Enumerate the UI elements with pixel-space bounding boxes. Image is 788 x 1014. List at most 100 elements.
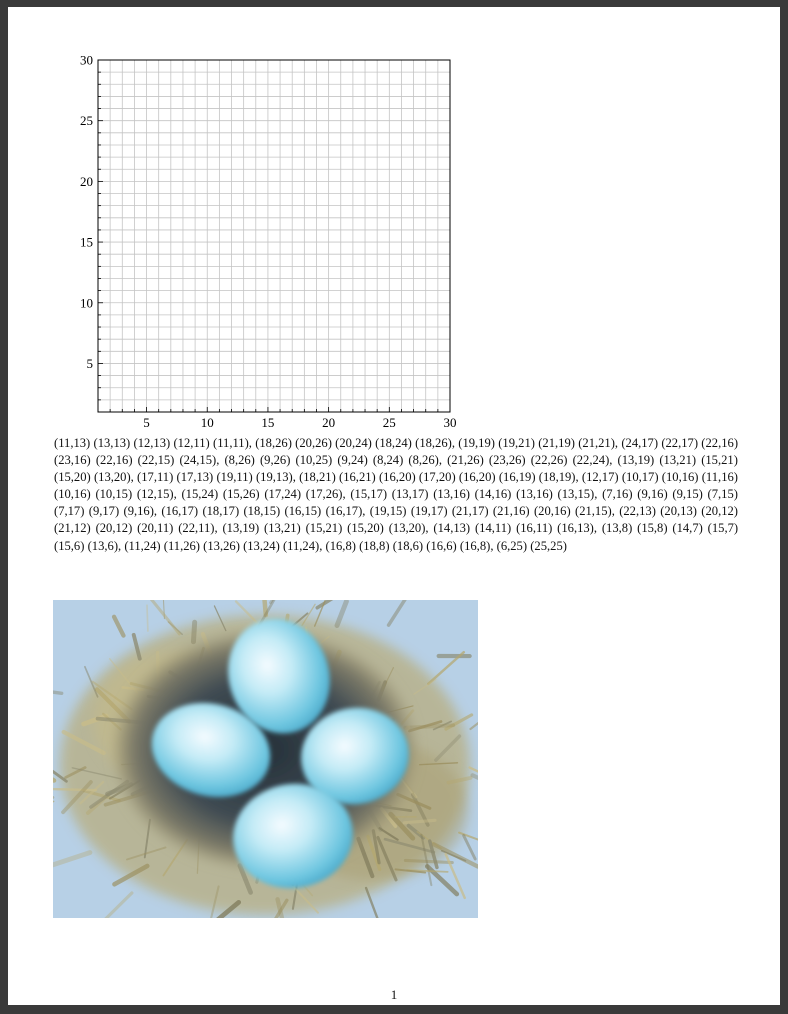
straw-stroke	[334, 600, 349, 628]
straw-stroke	[91, 680, 133, 711]
coordinate-point: (20,26)	[295, 436, 332, 450]
straw-stroke	[149, 600, 181, 636]
coordinate-point: (24,15),	[179, 453, 220, 468]
coordinate-point: (11,13)	[54, 436, 91, 450]
straw-stroke	[403, 858, 454, 865]
coordinate-point: (18,6)	[392, 538, 424, 553]
coordinate-point: (13,6),	[87, 538, 122, 553]
straw-stroke	[146, 604, 149, 632]
x-tick-label: 25	[383, 415, 396, 430]
y-tick-label: 25	[80, 113, 93, 128]
coordinate-point: (21,12)	[54, 521, 91, 536]
coordinate-point: (13,26)	[203, 538, 240, 553]
coordinate-point: (8,24)	[372, 453, 404, 468]
coordinate-point: (14,7)	[672, 521, 703, 536]
straw-stroke	[53, 769, 68, 783]
straw-stroke	[109, 658, 139, 694]
coordinate-point: (13,13)	[93, 436, 131, 450]
coordinate-point: (23,16)	[54, 453, 91, 468]
coordinate-point: (13,20),	[93, 470, 134, 485]
straw-stroke	[61, 780, 93, 815]
straw-stroke	[446, 775, 473, 785]
coordinate-point: (22,13)	[619, 504, 656, 519]
coordinate-point: (16,8)	[325, 538, 356, 553]
straw-stroke	[111, 614, 126, 638]
straw-stroke	[427, 650, 466, 686]
coordinate-point: (12,17)	[581, 470, 619, 485]
y-tick-label: 30	[80, 53, 93, 68]
coordinate-point: (18,26),	[415, 436, 455, 450]
straw-stroke	[167, 621, 183, 636]
coordinate-point: (16,17)	[161, 504, 199, 519]
straw-stroke	[53, 690, 64, 696]
straw-stroke	[84, 665, 99, 698]
coordinate-point: (17,24)	[264, 487, 302, 502]
coordinate-point: (16,15)	[284, 504, 322, 519]
straw-stroke	[413, 678, 437, 695]
straw-stroke	[366, 834, 382, 872]
coordinate-point: (11,24),	[282, 538, 323, 553]
coordinate-point: (10,15)	[95, 487, 133, 502]
straw-stroke	[143, 818, 151, 859]
coordinate-point: (13,16)	[433, 487, 470, 502]
straw-stroke	[104, 891, 134, 918]
straw-stroke	[216, 899, 242, 918]
coordinate-point: (15,20)	[347, 521, 384, 536]
straw-stroke	[388, 811, 416, 841]
straw-stroke	[434, 734, 462, 762]
coordinate-point: (14,16)	[474, 487, 512, 502]
coordinate-point: (23,26)	[488, 453, 526, 468]
straw-stroke	[386, 600, 407, 627]
straw-stroke	[444, 852, 466, 900]
coordinate-point: (18,24)	[375, 436, 412, 450]
coordinate-point: (13,19)	[617, 453, 655, 468]
page-number: 1	[390, 987, 398, 1002]
straw-stroke	[315, 600, 334, 610]
coordinate-point: (15,6)	[54, 538, 85, 553]
straw-stroke	[79, 780, 105, 805]
straw-stroke	[126, 846, 167, 861]
coordinate-point: (18,19),	[538, 470, 579, 485]
x-tick-label: 10	[201, 415, 214, 430]
coordinate-point: (21,17)	[451, 504, 489, 519]
coordinate-point: (15,20)	[54, 470, 91, 485]
coordinate-point: (19,17)	[410, 504, 448, 519]
straw-stroke	[427, 839, 439, 870]
coordinate-point: (10,25)	[295, 453, 333, 468]
straw-stroke	[431, 842, 478, 869]
straw-stroke	[396, 792, 432, 810]
coordinate-point: (22,16)	[95, 453, 133, 468]
coordinate-point: (16,11)	[516, 521, 553, 536]
straw-stroke	[112, 863, 150, 887]
x-tick-label: 30	[444, 415, 457, 430]
coordinate-point: (19,13),	[255, 470, 296, 485]
straw-stroke	[162, 600, 165, 620]
straw-stroke	[406, 823, 426, 840]
straw-stroke	[418, 762, 459, 766]
straw-stroke	[444, 713, 474, 731]
straw-stroke	[364, 886, 379, 918]
x-tick-label: 15	[261, 415, 274, 430]
straw-stroke	[469, 721, 478, 731]
straw-stroke	[432, 720, 452, 731]
egg-left	[151, 702, 271, 798]
coordinate-point: (19,19)	[458, 436, 495, 450]
x-tick-label: 5	[143, 415, 150, 430]
y-tick-label: 10	[80, 295, 93, 310]
straw-stroke	[440, 849, 467, 862]
coordinate-point: (13,17)	[391, 487, 429, 502]
y-tick-label: 5	[87, 356, 94, 371]
coordinate-point: (8,26)	[224, 453, 255, 468]
coordinate-point: (17,26),	[305, 487, 346, 502]
straw-stroke	[458, 831, 478, 841]
coordinate-point: (16,13),	[557, 521, 598, 536]
coordinate-grid: 5 10 15 20 25 30 30 25 20 15 10 5	[80, 53, 457, 431]
coordinate-point: (16,19)	[498, 470, 536, 485]
straw-stroke	[237, 863, 253, 895]
straw-stroke	[420, 833, 433, 887]
coordinate-point: (19,21)	[498, 436, 535, 450]
coordinate-point: (16,20)	[378, 470, 416, 485]
coordinate-point: (22,15)	[137, 453, 175, 468]
egg-top	[228, 618, 330, 734]
straw-stroke	[376, 835, 398, 882]
